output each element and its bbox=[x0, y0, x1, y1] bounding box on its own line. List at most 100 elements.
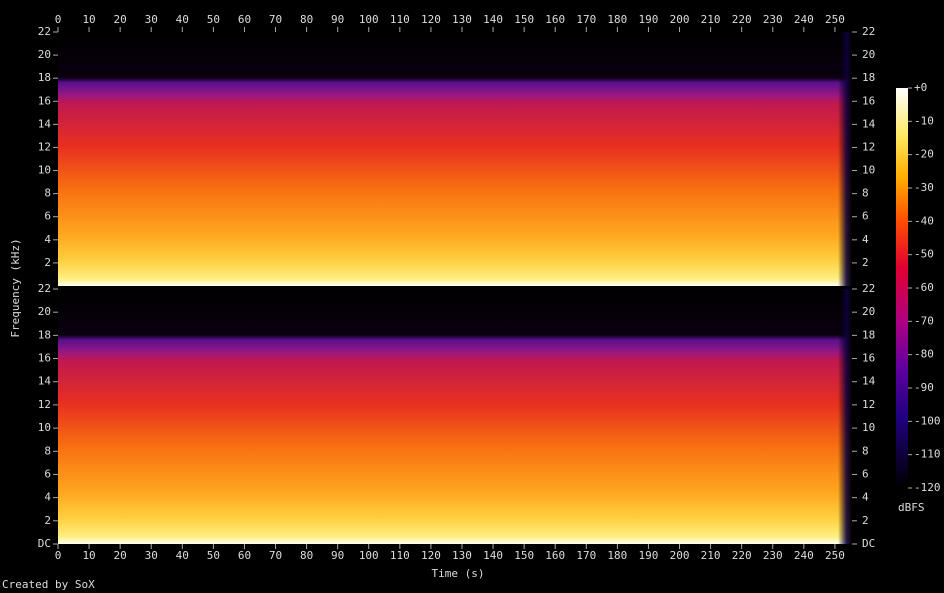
y-tick-label: 14 bbox=[38, 375, 52, 388]
x-tick-label: 240 bbox=[794, 13, 814, 26]
y-tick-label: 8 bbox=[862, 444, 869, 457]
colorbar-tick-label: -50 bbox=[914, 248, 934, 261]
x-tick-label: 180 bbox=[607, 13, 627, 26]
x-tick-label: 90 bbox=[331, 549, 344, 562]
x-tick-label: 130 bbox=[452, 549, 472, 562]
x-tick-label: 140 bbox=[483, 13, 503, 26]
y-tick-label: 6 bbox=[44, 467, 51, 480]
x-tick-label: 190 bbox=[639, 13, 659, 26]
y-tick-label: 10 bbox=[38, 164, 51, 177]
x-tick-label: 160 bbox=[545, 549, 565, 562]
x-tick-label: 230 bbox=[763, 549, 783, 562]
x-tick-label: 240 bbox=[794, 549, 814, 562]
y-tick-label: 4 bbox=[44, 491, 51, 504]
x-tick-label: 150 bbox=[514, 549, 534, 562]
x-tick-label: 30 bbox=[145, 549, 158, 562]
y-tick-label: 6 bbox=[862, 210, 869, 223]
x-tick-label: 50 bbox=[207, 549, 220, 562]
spectrogram-fade bbox=[838, 32, 852, 286]
y-tick-label: 16 bbox=[862, 352, 875, 365]
colorbar-tick-label: -40 bbox=[914, 214, 934, 227]
x-tick-label: 250 bbox=[825, 549, 845, 562]
y-tick-label: 22 bbox=[862, 282, 875, 295]
colorbar-tick-label: -30 bbox=[914, 181, 934, 194]
x-tick-label: 60 bbox=[238, 549, 251, 562]
x-tick-label: 110 bbox=[390, 549, 410, 562]
y-tick-label: 8 bbox=[44, 444, 51, 457]
spectrogram-panel bbox=[58, 289, 852, 544]
y-tick-label: 12 bbox=[862, 140, 875, 153]
colorbar-tick-label: -20 bbox=[914, 148, 934, 161]
y-tick-label: 4 bbox=[44, 233, 51, 246]
x-tick-label: 210 bbox=[701, 13, 721, 26]
x-tick-label: 170 bbox=[576, 13, 596, 26]
x-tick-label: 10 bbox=[82, 549, 95, 562]
y-tick-label: 14 bbox=[862, 375, 876, 388]
x-tick-label: 40 bbox=[176, 13, 189, 26]
x-tick-label: 70 bbox=[269, 549, 282, 562]
colorbar-tick-label: -10 bbox=[914, 114, 934, 127]
x-tick-label: 60 bbox=[238, 13, 251, 26]
x-tick-label: 130 bbox=[452, 13, 472, 26]
y-tick-label: 2 bbox=[862, 256, 869, 269]
x-tick-label: 20 bbox=[114, 549, 127, 562]
y-tick-label: 20 bbox=[38, 305, 51, 318]
x-tick-label: 220 bbox=[732, 549, 752, 562]
y-axis-label: Frequency (kHz) bbox=[9, 238, 22, 337]
x-tick-label: 150 bbox=[514, 13, 534, 26]
x-tick-label: 190 bbox=[639, 549, 659, 562]
colorbar-tick-label: +0 bbox=[914, 81, 927, 94]
x-tick-label: 30 bbox=[145, 13, 158, 26]
y-tick-label: 10 bbox=[38, 421, 51, 434]
x-tick-label: 0 bbox=[55, 13, 62, 26]
y-tick-label: 18 bbox=[38, 71, 51, 84]
x-tick-label: 200 bbox=[670, 13, 690, 26]
y-tick-label: 22 bbox=[38, 25, 51, 38]
y-tick-label: 2 bbox=[44, 514, 51, 527]
x-tick-label: 0 bbox=[55, 549, 62, 562]
y-tick-label: 2 bbox=[44, 256, 51, 269]
y-tick-label: 10 bbox=[862, 164, 875, 177]
x-tick-label: 160 bbox=[545, 13, 565, 26]
y-tick-label: 12 bbox=[862, 398, 875, 411]
y-tick-label: DC bbox=[862, 537, 875, 550]
y-tick-label: 12 bbox=[38, 140, 51, 153]
y-tick-label: 14 bbox=[38, 117, 52, 130]
x-tick-label: 210 bbox=[701, 549, 721, 562]
colorbar-tick-label: -110 bbox=[914, 448, 941, 461]
x-tick-label: 250 bbox=[825, 13, 845, 26]
x-tick-label: 230 bbox=[763, 13, 783, 26]
y-tick-label: 20 bbox=[862, 48, 875, 61]
y-tick-label: 16 bbox=[38, 94, 51, 107]
x-tick-label: 80 bbox=[300, 549, 313, 562]
y-tick-label: 2 bbox=[862, 514, 869, 527]
x-tick-label: 200 bbox=[670, 549, 690, 562]
y-tick-label: DC bbox=[38, 537, 51, 550]
y-tick-label: 16 bbox=[862, 94, 875, 107]
y-tick-label: 14 bbox=[862, 117, 876, 130]
y-tick-label: 4 bbox=[862, 233, 869, 246]
x-tick-label: 10 bbox=[82, 13, 95, 26]
x-axis-label: Time (s) bbox=[432, 567, 485, 580]
colorbar-label: dBFS bbox=[898, 501, 925, 514]
y-tick-label: 10 bbox=[862, 421, 875, 434]
y-tick-label: 18 bbox=[38, 328, 51, 341]
y-tick-label: 8 bbox=[44, 187, 51, 200]
x-tick-label: 220 bbox=[732, 13, 752, 26]
credit: Created by SoX bbox=[2, 578, 95, 591]
y-tick-label: 18 bbox=[862, 328, 875, 341]
colorbar-tick-label: -70 bbox=[914, 314, 934, 327]
x-tick-label: 140 bbox=[483, 549, 503, 562]
y-tick-label: 6 bbox=[862, 467, 869, 480]
x-tick-label: 80 bbox=[300, 13, 313, 26]
x-tick-label: 120 bbox=[421, 13, 441, 26]
spectrogram-panel bbox=[58, 32, 852, 286]
x-tick-label: 170 bbox=[576, 549, 596, 562]
y-tick-label: 20 bbox=[862, 305, 875, 318]
colorbar-tick-label: -120 bbox=[914, 481, 941, 494]
x-tick-label: 180 bbox=[607, 549, 627, 562]
y-tick-label: 22 bbox=[38, 282, 51, 295]
x-tick-label: 40 bbox=[176, 549, 189, 562]
y-tick-label: 12 bbox=[38, 398, 51, 411]
